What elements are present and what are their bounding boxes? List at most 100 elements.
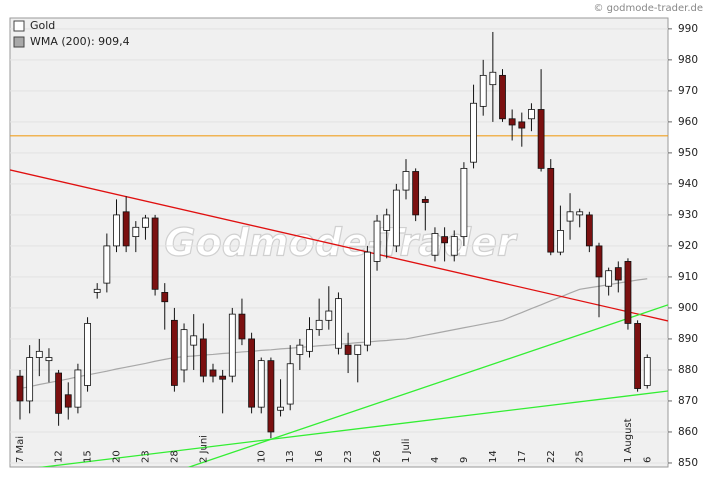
trend-line bbox=[10, 169, 668, 322]
candle-body bbox=[228, 313, 236, 377]
x-tick-label: 9 bbox=[459, 457, 470, 463]
x-tick-label: 22 bbox=[546, 450, 557, 463]
x-tick-label: 7 Mai bbox=[15, 436, 26, 463]
candle-body bbox=[142, 217, 149, 228]
candle-body bbox=[566, 211, 574, 222]
candle-body bbox=[286, 363, 294, 405]
candle-body bbox=[537, 109, 545, 169]
candle-body bbox=[219, 375, 227, 380]
x-tick-label: 17 bbox=[517, 450, 528, 463]
y-tick-label: 880 bbox=[678, 364, 698, 376]
candle-body bbox=[335, 298, 342, 349]
candle-body bbox=[499, 74, 506, 120]
candle-body bbox=[55, 372, 62, 414]
candle-body bbox=[267, 360, 275, 433]
legend-label: WMA (200): 909,4 bbox=[30, 35, 130, 48]
watermark: Godmode-Trader bbox=[164, 221, 517, 265]
candle-body bbox=[238, 313, 246, 340]
x-tick-label: 12 bbox=[54, 450, 65, 463]
wma-line bbox=[19, 278, 648, 390]
candle-body bbox=[634, 323, 641, 389]
y-tick-label: 990 bbox=[678, 23, 698, 35]
candle-body bbox=[643, 357, 651, 386]
candle-body bbox=[190, 335, 198, 346]
candle-body bbox=[16, 375, 24, 402]
candle-body bbox=[421, 198, 429, 203]
candle-body bbox=[45, 357, 53, 362]
y-tick-label: 940 bbox=[678, 178, 698, 190]
candle-body bbox=[277, 406, 284, 411]
candle-body bbox=[624, 261, 632, 324]
candle-body bbox=[74, 369, 82, 408]
trend-line bbox=[187, 304, 668, 467]
candle-body bbox=[518, 121, 526, 129]
y-tick-label: 900 bbox=[678, 302, 698, 314]
x-tick-label: 25 bbox=[575, 450, 586, 463]
candle-body bbox=[199, 338, 207, 377]
candle-body bbox=[180, 329, 188, 371]
candle-body bbox=[547, 167, 555, 253]
x-tick-label: 23 bbox=[343, 450, 354, 463]
candle-body bbox=[576, 211, 584, 216]
candle-body bbox=[344, 344, 352, 355]
candle-body bbox=[363, 251, 371, 346]
legend-swatch bbox=[13, 36, 25, 48]
x-tick-label: 6 bbox=[642, 457, 653, 463]
x-tick-label: 10 bbox=[256, 450, 267, 463]
candle-body bbox=[103, 245, 111, 284]
candle-body bbox=[113, 214, 120, 247]
candle-body bbox=[296, 344, 304, 355]
y-tick-label: 870 bbox=[678, 395, 698, 407]
x-tick-label: 4 bbox=[430, 457, 441, 463]
candle-body bbox=[257, 360, 265, 408]
candle-body bbox=[306, 329, 313, 352]
y-tick-label: 980 bbox=[678, 54, 698, 66]
x-tick-label: 1 August bbox=[623, 418, 634, 463]
candle-body bbox=[35, 350, 43, 358]
x-tick-label: 26 bbox=[372, 450, 383, 463]
y-tick-label: 960 bbox=[678, 116, 698, 128]
candle-body bbox=[84, 323, 91, 386]
candle-body bbox=[528, 109, 535, 120]
candle-body bbox=[93, 288, 101, 293]
plot-layer bbox=[10, 28, 668, 467]
candle-body bbox=[209, 369, 217, 377]
candle-body bbox=[412, 171, 420, 216]
trend-line bbox=[38, 390, 668, 467]
candle-body bbox=[489, 71, 497, 86]
candle-body bbox=[170, 319, 178, 386]
y-tick-label: 860 bbox=[678, 426, 698, 438]
candle-body bbox=[315, 319, 323, 331]
candle-body bbox=[508, 118, 516, 126]
candle-body bbox=[441, 236, 449, 244]
candle-body bbox=[161, 292, 169, 303]
x-tick-label: 20 bbox=[112, 450, 123, 463]
candle-body bbox=[132, 226, 140, 238]
candle-body bbox=[450, 236, 458, 256]
legend-swatch bbox=[13, 20, 25, 32]
candle-body bbox=[151, 217, 159, 290]
y-tick-label: 930 bbox=[678, 209, 698, 221]
candle-body bbox=[373, 220, 381, 262]
x-tick-label: 2 Juni bbox=[198, 435, 209, 463]
candle-body bbox=[595, 245, 603, 278]
candle-body bbox=[402, 171, 410, 191]
candle-body bbox=[383, 214, 391, 231]
candle-body bbox=[431, 233, 439, 256]
candle-body bbox=[605, 270, 613, 287]
x-tick-label: 28 bbox=[169, 450, 180, 463]
candle-body bbox=[392, 189, 400, 247]
y-tick-label: 950 bbox=[678, 147, 698, 159]
candle-body bbox=[248, 338, 256, 408]
x-tick-label: 16 bbox=[314, 450, 325, 463]
legend-label: Gold bbox=[30, 19, 55, 32]
x-tick-label: 15 bbox=[83, 450, 94, 463]
y-tick-label: 850 bbox=[678, 457, 698, 469]
candle-body bbox=[354, 344, 362, 355]
candle-body bbox=[64, 394, 72, 408]
y-tick-label: 910 bbox=[678, 271, 698, 283]
source: © godmode-trader.de bbox=[594, 3, 704, 14]
x-tick-label: 1 Juli bbox=[401, 439, 412, 463]
x-tick-label: 13 bbox=[285, 450, 296, 463]
